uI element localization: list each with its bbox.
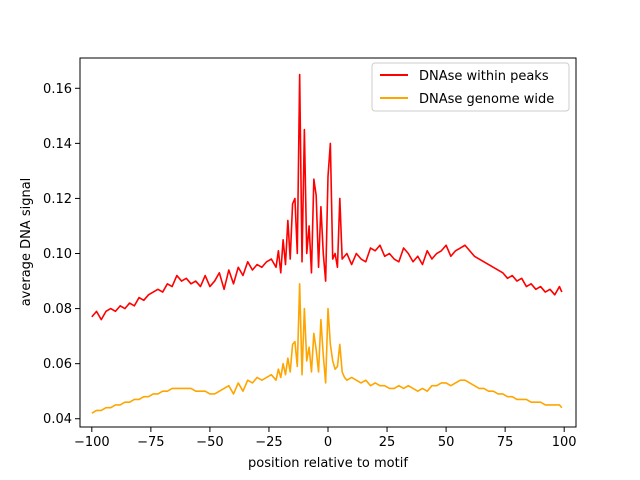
x-axis-title: position relative to motif [248,456,408,471]
y-axis-title: average DNA signal [19,178,34,307]
legend-label-within-peaks: DNAse within peaks [419,69,549,84]
x-tick-label: −100 [74,435,110,450]
legend-box [371,62,570,112]
x-tick-label: 75 [497,435,514,450]
y-axis: 0.04 0.06 0.08 0.10 0.12 0.14 0.16 [43,82,80,427]
legend-label-genome-wide: DNAse genome wide [419,92,554,107]
y-tick-label: 0.12 [43,192,72,207]
series-line-within-peaks [91,73,563,321]
x-tick-label: −75 [137,435,164,450]
plot-area [80,58,576,427]
y-tick-label: 0.06 [43,357,72,372]
y-tick-label: 0.16 [43,82,72,97]
y-tick-label: 0.08 [43,302,72,317]
x-tick-label: 25 [379,435,396,450]
x-tick-label: −50 [196,435,223,450]
series-layer [91,73,563,414]
y-tick-label: 0.04 [43,412,72,427]
x-tick-label: 100 [552,435,577,450]
x-axis: −100 −75 −50 −25 0 25 50 75 100 [74,427,577,450]
legend: DNAse within peaks DNAse genome wide [371,62,570,112]
x-tick-label: 50 [438,435,455,450]
x-tick-label: −25 [255,435,282,450]
x-tick-label: 0 [324,435,332,450]
series-line-genome-wide [91,283,563,414]
y-tick-label: 0.10 [43,247,72,262]
y-tick-label: 0.14 [43,137,72,152]
